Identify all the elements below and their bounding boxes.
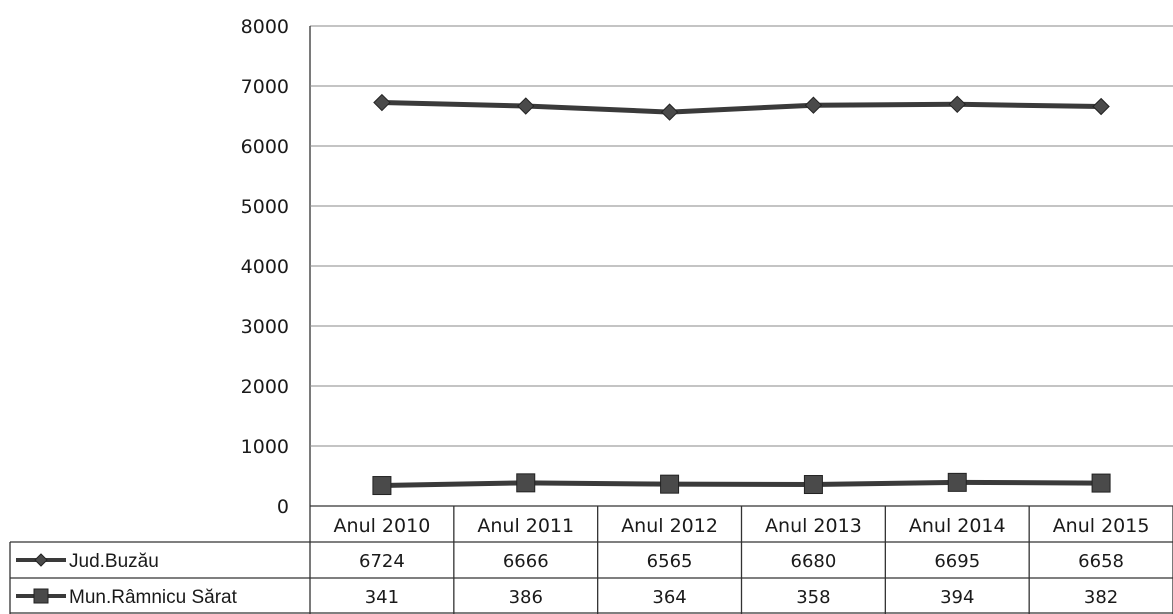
y-tick-label: 1000	[241, 436, 289, 458]
data-point-square	[803, 475, 823, 495]
data-point-diamond	[1092, 97, 1110, 116]
table-cell-value: 382	[1084, 587, 1118, 608]
series-lines	[372, 93, 1111, 496]
legend-diamond-icon	[34, 553, 48, 567]
legend-label: Mun.Râmnicu Sărat	[69, 587, 238, 608]
data-point-square	[516, 473, 536, 493]
x-category-label: Anul 2015	[1053, 515, 1150, 537]
y-tick-label: 4000	[241, 256, 289, 278]
table-cell-value: 364	[652, 587, 686, 608]
x-category-label: Anul 2011	[477, 515, 574, 537]
table-cell-value: 386	[509, 587, 543, 608]
y-tick-label: 7000	[241, 76, 289, 98]
data-point-diamond	[660, 103, 679, 121]
x-category-label: Anul 2013	[765, 515, 862, 537]
data-point-square	[1091, 473, 1111, 493]
data-point-diamond	[373, 93, 391, 112]
y-tick-label: 6000	[241, 136, 289, 158]
data-point-diamond	[517, 97, 535, 115]
data-point-diamond	[948, 95, 966, 114]
legend-square-icon	[33, 588, 49, 604]
table-cell-value: 6666	[503, 551, 549, 572]
table-cell-value: 394	[940, 587, 974, 608]
table-cell-value: 6724	[359, 551, 405, 572]
x-category-label: Anul 2010	[334, 515, 431, 537]
y-axis-ticks: 0 1000 2000 3000 4000 5000 6000 7000 8000	[241, 16, 289, 518]
data-point-square	[947, 472, 967, 492]
data-point-square	[372, 476, 392, 496]
y-tick-label: 5000	[241, 196, 289, 218]
data-table: Anul 2010 Anul 2011 Anul 2012 Anul 2013 Anul…	[9, 505, 1173, 614]
y-tick-label: 0	[277, 496, 289, 518]
series-line	[381, 479, 1102, 489]
table-cell-value: 6658	[1078, 551, 1124, 572]
table-cell-value: 6695	[934, 551, 980, 572]
table-cell-value: 6680	[791, 551, 837, 572]
y-tick-label: 8000	[241, 16, 289, 38]
x-category-label: Anul 2014	[909, 515, 1006, 537]
gridlines	[309, 25, 1173, 506]
x-category-label: Anul 2012	[621, 515, 718, 537]
table-cell-value: 6565	[647, 551, 693, 572]
table-cell-value: 341	[365, 587, 399, 608]
data-point-diamond	[804, 96, 823, 114]
data-point-square	[660, 474, 680, 494]
series-line	[381, 100, 1102, 115]
table-cell-value: 358	[796, 587, 830, 608]
y-tick-label: 2000	[241, 376, 289, 398]
y-tick-label: 3000	[241, 316, 289, 338]
legend-label: Jud.Buzău	[69, 551, 159, 572]
